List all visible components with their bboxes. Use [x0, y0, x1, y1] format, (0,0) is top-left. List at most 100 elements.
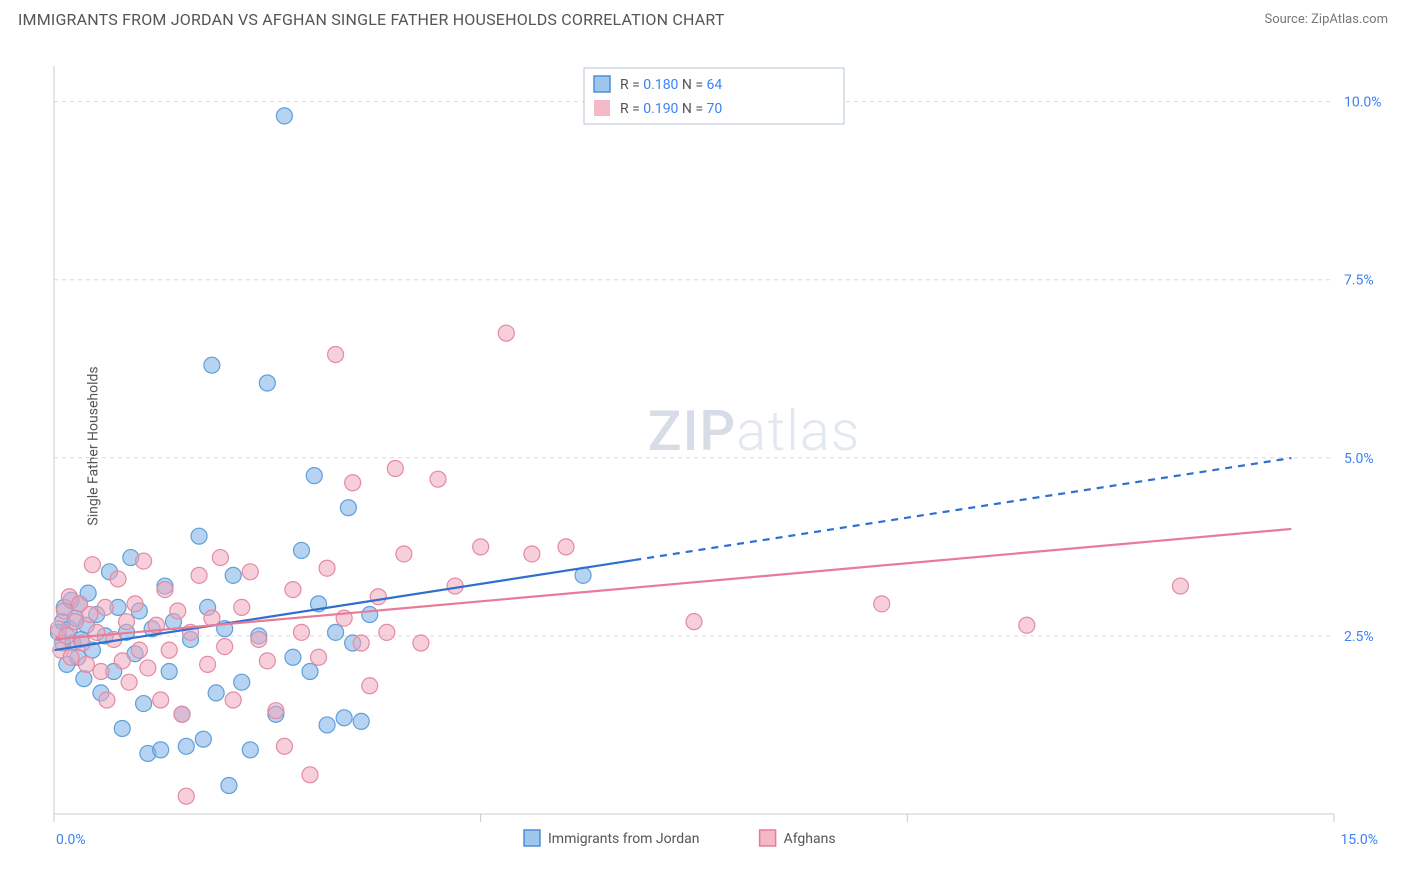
scatter-point-jordan — [362, 607, 378, 623]
scatter-point-afghans — [67, 614, 83, 630]
scatter-point-jordan — [195, 731, 211, 747]
legend-series-label: Immigrants from Jordan — [548, 831, 700, 847]
scatter-point-afghans — [473, 539, 489, 555]
y-tick-label: 5.0% — [1344, 451, 1374, 467]
trendline-extrapolated-jordan — [634, 458, 1291, 560]
scatter-point-jordan — [259, 375, 275, 391]
scatter-point-afghans — [82, 607, 98, 623]
scatter-point-afghans — [114, 653, 130, 669]
scatter-point-afghans — [131, 642, 147, 658]
scatter-point-afghans — [379, 624, 395, 640]
scatter-point-afghans — [242, 564, 258, 580]
scatter-point-jordan — [114, 721, 130, 737]
scatter-point-afghans — [191, 567, 207, 583]
legend-stat: R = 0.190 N = 70 — [620, 101, 722, 117]
scatter-point-afghans — [413, 635, 429, 651]
x-tick-label: 0.0% — [56, 832, 86, 848]
scatter-point-jordan — [285, 649, 301, 665]
scatter-point-jordan — [204, 357, 220, 373]
y-tick-label: 2.5% — [1344, 629, 1374, 645]
scatter-point-afghans — [170, 603, 186, 619]
scatter-point-afghans — [686, 614, 702, 630]
scatter-point-jordan — [319, 717, 335, 733]
scatter-point-jordan — [76, 671, 92, 687]
scatter-point-afghans — [200, 656, 216, 672]
y-tick-label: 10.0% — [1344, 95, 1382, 111]
scatter-point-afghans — [127, 596, 143, 612]
source-attribution: Source: ZipAtlas.com — [1264, 12, 1388, 27]
scatter-point-jordan — [178, 738, 194, 754]
scatter-point-afghans — [259, 653, 275, 669]
scatter-point-jordan — [353, 713, 369, 729]
x-tick-label: 15.0% — [1340, 832, 1378, 848]
scatter-point-afghans — [89, 624, 105, 640]
scatter-point-jordan — [276, 108, 292, 124]
scatter-point-afghans — [161, 642, 177, 658]
scatter-point-afghans — [345, 475, 361, 491]
scatter-point-afghans — [110, 571, 126, 587]
watermark: ZIPatlas — [648, 398, 860, 464]
legend-swatch — [594, 100, 610, 116]
scatter-point-jordan — [302, 664, 318, 680]
trendline-afghans — [54, 529, 1291, 640]
scatter-point-afghans — [498, 325, 514, 341]
scatter-point-afghans — [174, 706, 190, 722]
scatter-point-jordan — [293, 542, 309, 558]
scatter-point-afghans — [319, 560, 335, 576]
scatter-point-afghans — [234, 599, 250, 615]
scatter-point-afghans — [362, 678, 378, 694]
scatter-point-afghans — [430, 471, 446, 487]
scatter-point-afghans — [225, 692, 241, 708]
scatter-point-afghans — [1019, 617, 1035, 633]
scatter-point-afghans — [84, 557, 100, 573]
scatter-point-jordan — [191, 528, 207, 544]
scatter-point-jordan — [328, 624, 344, 640]
scatter-point-afghans — [302, 767, 318, 783]
scatter-point-afghans — [311, 649, 327, 665]
scatter-point-jordan — [306, 468, 322, 484]
scatter-point-afghans — [140, 660, 156, 676]
scatter-point-afghans — [136, 553, 152, 569]
scatter-point-afghans — [121, 674, 137, 690]
scatter-point-jordan — [136, 696, 152, 712]
scatter-point-jordan — [161, 664, 177, 680]
page-title: IMMIGRANTS FROM JORDAN VS AFGHAN SINGLE … — [18, 10, 725, 29]
scatter-point-afghans — [78, 656, 94, 672]
scatter-point-afghans — [59, 628, 75, 644]
scatter-point-afghans — [276, 738, 292, 754]
scatter-point-jordan — [208, 685, 224, 701]
scatter-point-afghans — [268, 703, 284, 719]
scatter-point-afghans — [153, 692, 169, 708]
scatter-point-jordan — [242, 742, 258, 758]
scatter-point-afghans — [396, 546, 412, 562]
scatter-point-afghans — [63, 649, 79, 665]
scatter-point-afghans — [370, 589, 386, 605]
legend-swatch — [524, 830, 540, 846]
scatter-point-afghans — [293, 624, 309, 640]
scatter-point-afghans — [285, 582, 301, 598]
scatter-point-jordan — [225, 567, 241, 583]
scatter-point-afghans — [874, 596, 890, 612]
scatter-point-afghans — [217, 639, 233, 655]
legend-swatch — [594, 76, 610, 92]
scatter-point-afghans — [328, 347, 344, 363]
scatter-point-jordan — [234, 674, 250, 690]
scatter-point-afghans — [251, 631, 267, 647]
scatter-point-afghans — [157, 582, 173, 598]
scatter-point-jordan — [153, 742, 169, 758]
scatter-point-afghans — [1172, 578, 1188, 594]
scatter-chart: 2.5% 5.0% 7.5% 10.0% ZIPatlas 0.0% 15.0% R = 0.… — [50, 60, 1386, 852]
scatter-point-afghans — [558, 539, 574, 555]
scatter-point-afghans — [387, 460, 403, 476]
legend-swatch — [760, 830, 776, 846]
y-tick-label: 7.5% — [1344, 273, 1374, 289]
scatter-point-afghans — [178, 788, 194, 804]
scatter-point-jordan — [221, 778, 237, 794]
scatter-point-afghans — [524, 546, 540, 562]
legend-series-label: Afghans — [784, 831, 836, 847]
scatter-point-afghans — [353, 635, 369, 651]
legend-stat: R = 0.180 N = 64 — [620, 77, 722, 93]
scatter-point-afghans — [97, 599, 113, 615]
scatter-point-jordan — [340, 500, 356, 516]
scatter-point-jordan — [336, 710, 352, 726]
